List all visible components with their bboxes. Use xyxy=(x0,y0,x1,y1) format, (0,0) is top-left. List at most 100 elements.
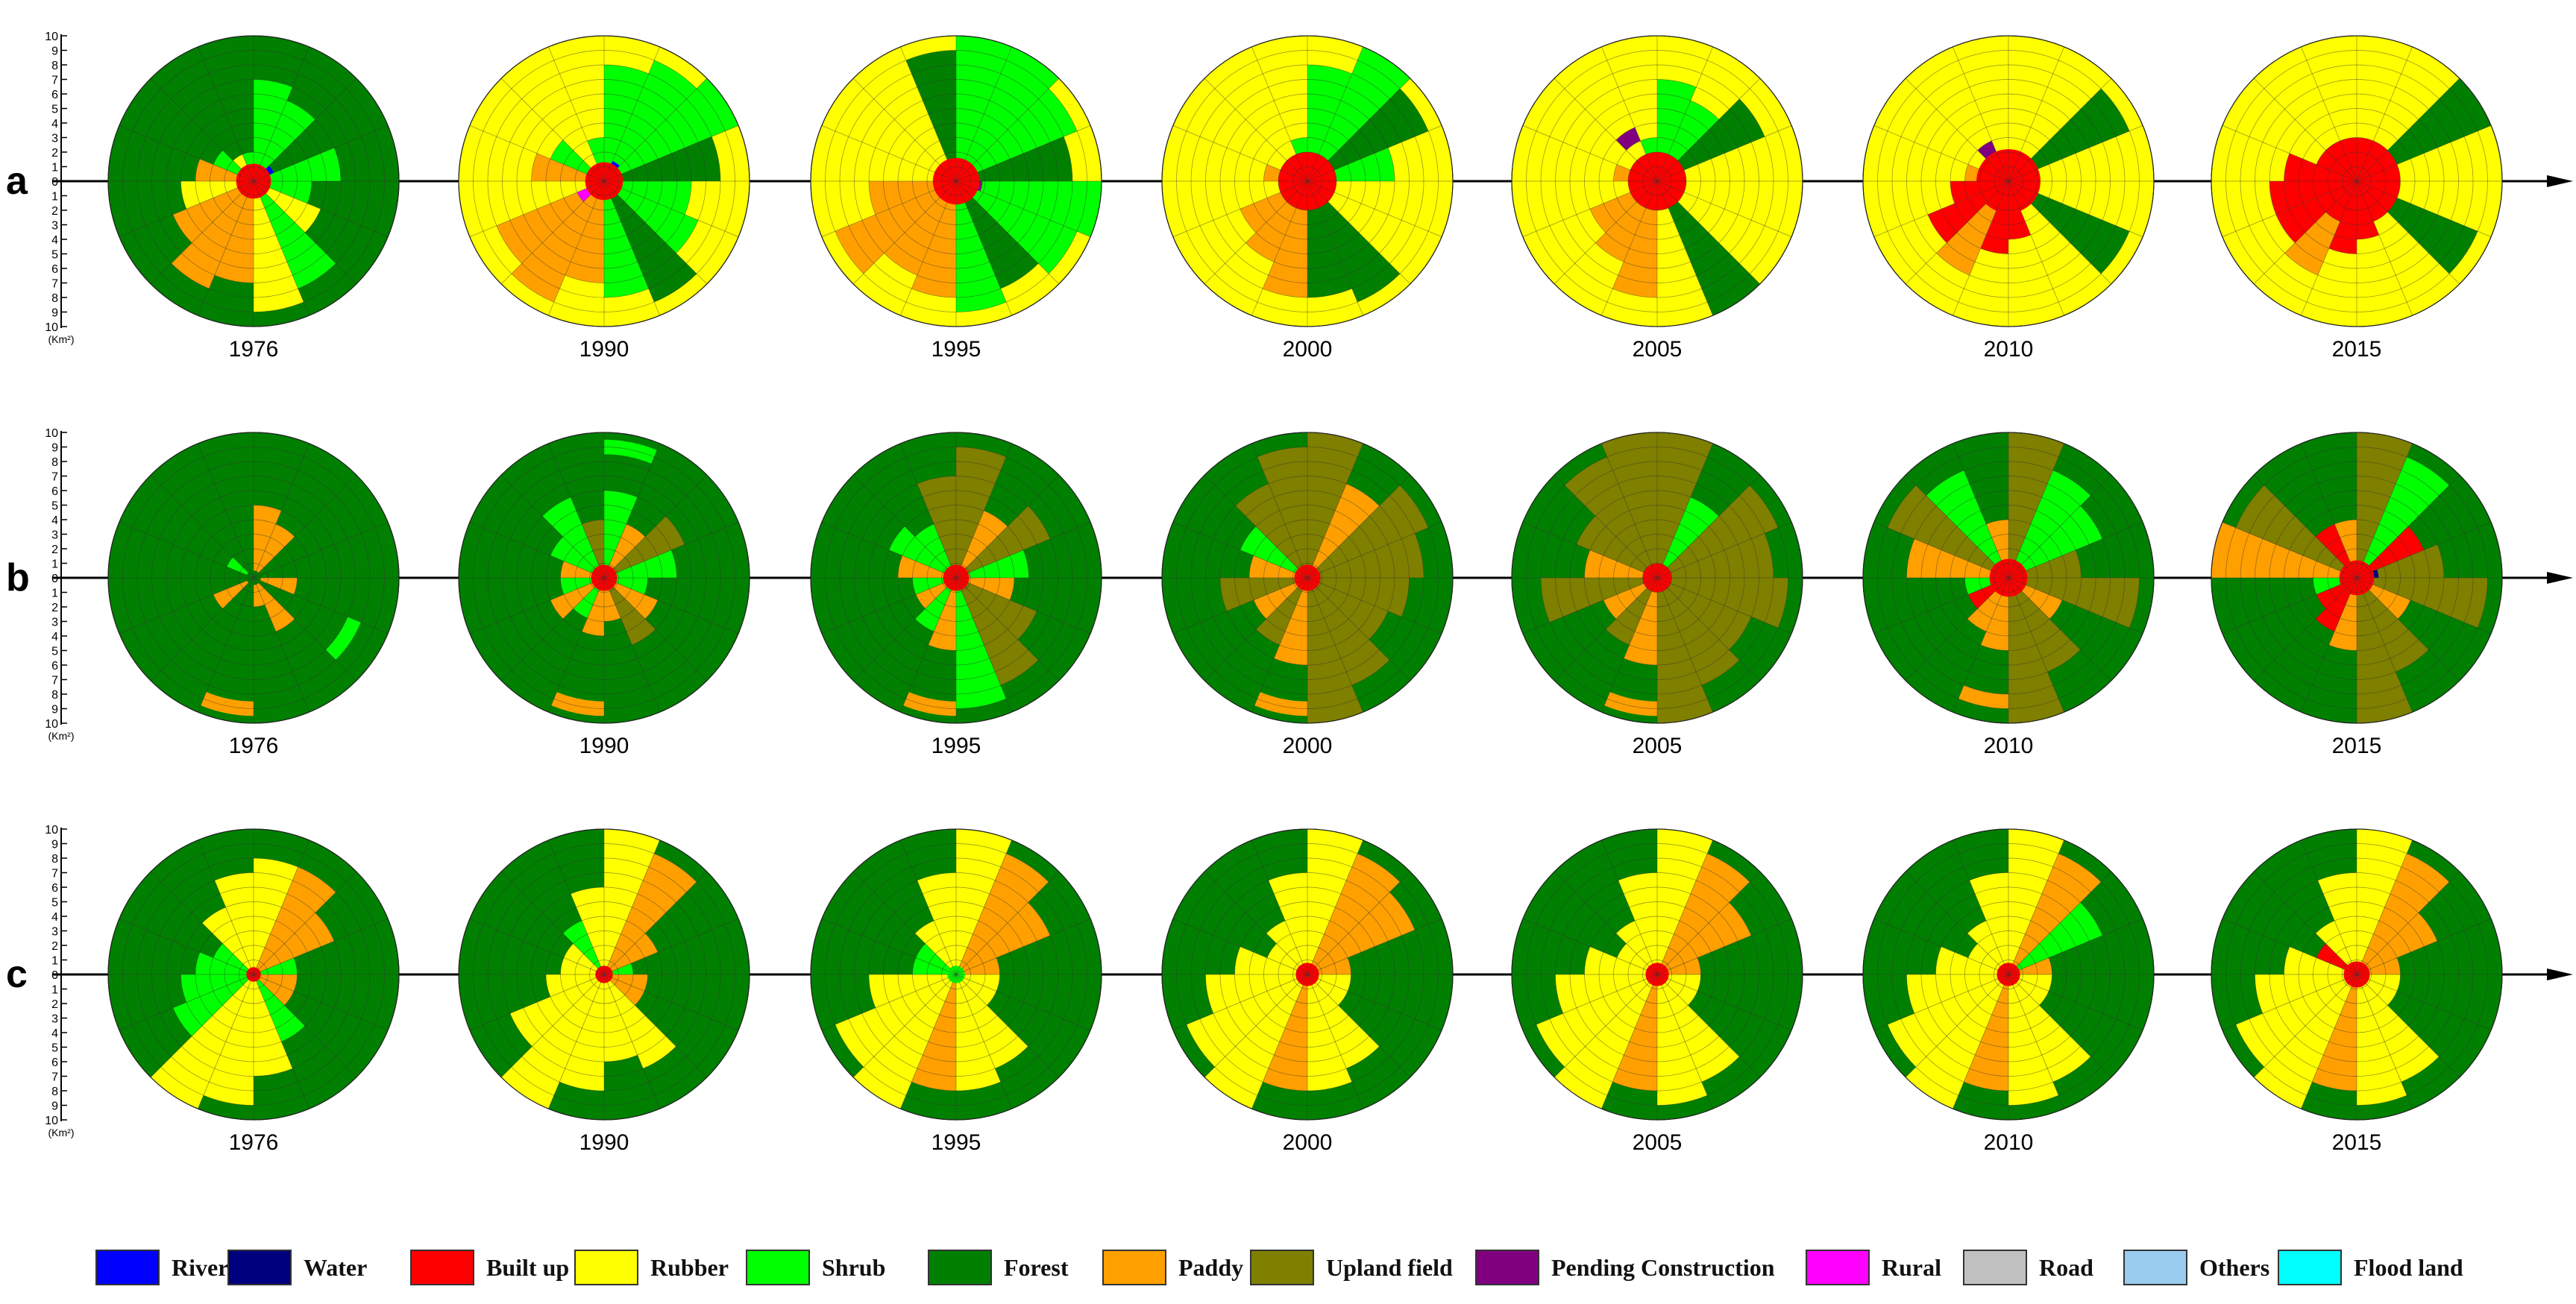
grid-spoke xyxy=(900,443,957,579)
outer-ring xyxy=(107,432,400,724)
grid-spoke xyxy=(1204,577,1308,681)
grid-spoke xyxy=(253,125,389,182)
outer-ring xyxy=(2211,432,2503,724)
sector xyxy=(1616,943,1657,974)
sector xyxy=(956,974,997,1006)
sector xyxy=(1307,483,1380,578)
sector xyxy=(888,526,956,578)
year-label: 2015 xyxy=(2332,1130,2382,1155)
sector xyxy=(254,79,293,181)
grid-spoke xyxy=(500,577,605,681)
sector-cell xyxy=(551,692,604,716)
grid-spoke xyxy=(253,46,310,182)
sector xyxy=(2357,544,2444,578)
legend-item: Shrub xyxy=(746,1247,885,1288)
sector xyxy=(1657,578,1740,686)
grid-spoke xyxy=(150,974,254,1078)
sector xyxy=(254,858,298,974)
scale-tick-label: 5 xyxy=(51,104,58,116)
sector xyxy=(1657,974,1740,1083)
sector xyxy=(2312,974,2357,1091)
sector xyxy=(254,913,335,974)
legend-item: Water xyxy=(227,1247,367,1288)
scale-tick-label: 5 xyxy=(51,249,58,262)
sector xyxy=(2357,578,2429,673)
scale-tick-label: 6 xyxy=(51,485,58,498)
year-label: 2010 xyxy=(1984,337,2034,362)
grid-spoke xyxy=(955,180,1012,316)
sector xyxy=(1657,432,1713,578)
grid-spoke xyxy=(2008,577,2112,681)
year-label: 1995 xyxy=(932,734,981,758)
grid-spoke xyxy=(2356,974,2460,1078)
sector xyxy=(151,974,254,1109)
scale-unit-label: (Km²) xyxy=(48,333,75,345)
sector xyxy=(604,578,659,620)
year-label: 1990 xyxy=(579,337,629,362)
sector xyxy=(1307,974,1351,992)
scale-tick-label: 10 xyxy=(45,718,58,731)
grid-spoke xyxy=(1656,577,1713,713)
sector xyxy=(2008,432,2064,578)
grid-spoke xyxy=(469,577,605,634)
scale-tick-label: 6 xyxy=(51,263,58,276)
sector xyxy=(1307,853,1401,974)
grid-spoke xyxy=(2253,474,2357,579)
legend-swatch xyxy=(2123,1250,2187,1285)
sector xyxy=(604,181,697,303)
polar-plot-c-1976: 1976 xyxy=(107,828,400,1155)
sector xyxy=(2357,578,2413,723)
grid-spoke xyxy=(1656,871,1761,975)
grid-spoke xyxy=(2301,974,2357,1109)
sector xyxy=(917,872,956,974)
grid-spoke xyxy=(2253,78,2357,182)
grid-spoke xyxy=(1522,180,1658,237)
grid-spoke xyxy=(150,78,254,182)
sector xyxy=(914,523,956,578)
grid-spoke xyxy=(1307,577,1411,681)
grid-spoke xyxy=(1953,443,2009,579)
sector xyxy=(1235,483,1307,578)
grid-spoke xyxy=(1953,577,2009,713)
grid-spoke xyxy=(1204,78,1308,182)
sector xyxy=(1906,974,2008,1014)
polar-plot-a-2010: 2010 xyxy=(1862,35,2155,362)
grid-spoke xyxy=(955,974,1060,1078)
polar-plot-a-1976: 1976 xyxy=(107,35,400,362)
polar-plot-b-2000: 2000 xyxy=(1161,432,1454,758)
sector xyxy=(562,920,604,974)
sector xyxy=(1186,974,1307,1068)
legend-label: Paddy xyxy=(1178,1253,1244,1281)
scale-tick-label: 9 xyxy=(51,442,58,455)
sector xyxy=(582,520,604,578)
grid-spoke xyxy=(500,474,605,579)
grid-spoke xyxy=(2008,125,2143,182)
sector xyxy=(604,974,676,1069)
grid-spoke xyxy=(1307,46,1363,182)
grid-spoke xyxy=(2008,180,2112,285)
sector xyxy=(1249,555,1307,578)
grid-spoke xyxy=(955,974,1012,1109)
grid-spoke xyxy=(1656,840,1713,975)
sector xyxy=(1307,533,1424,578)
grid-spoke xyxy=(1522,577,1658,634)
scale-unit-label: (Km²) xyxy=(48,730,75,742)
grid-spoke xyxy=(1873,919,2009,975)
scale-tick-label: 7 xyxy=(51,868,58,881)
grid-spoke xyxy=(900,577,957,713)
sector xyxy=(914,920,956,974)
sector xyxy=(214,872,254,974)
grid-spoke xyxy=(1307,180,1411,285)
sector xyxy=(604,78,739,182)
sector xyxy=(254,974,305,1042)
scale-tick-label: 9 xyxy=(51,307,58,320)
grid-spoke xyxy=(2008,443,2064,579)
sector xyxy=(1307,578,1390,686)
sector xyxy=(956,902,1051,974)
grid-spoke xyxy=(1656,180,1792,237)
grid-spoke xyxy=(1601,443,1658,579)
scale-tick-label: 2 xyxy=(51,602,58,614)
sector xyxy=(254,148,341,181)
